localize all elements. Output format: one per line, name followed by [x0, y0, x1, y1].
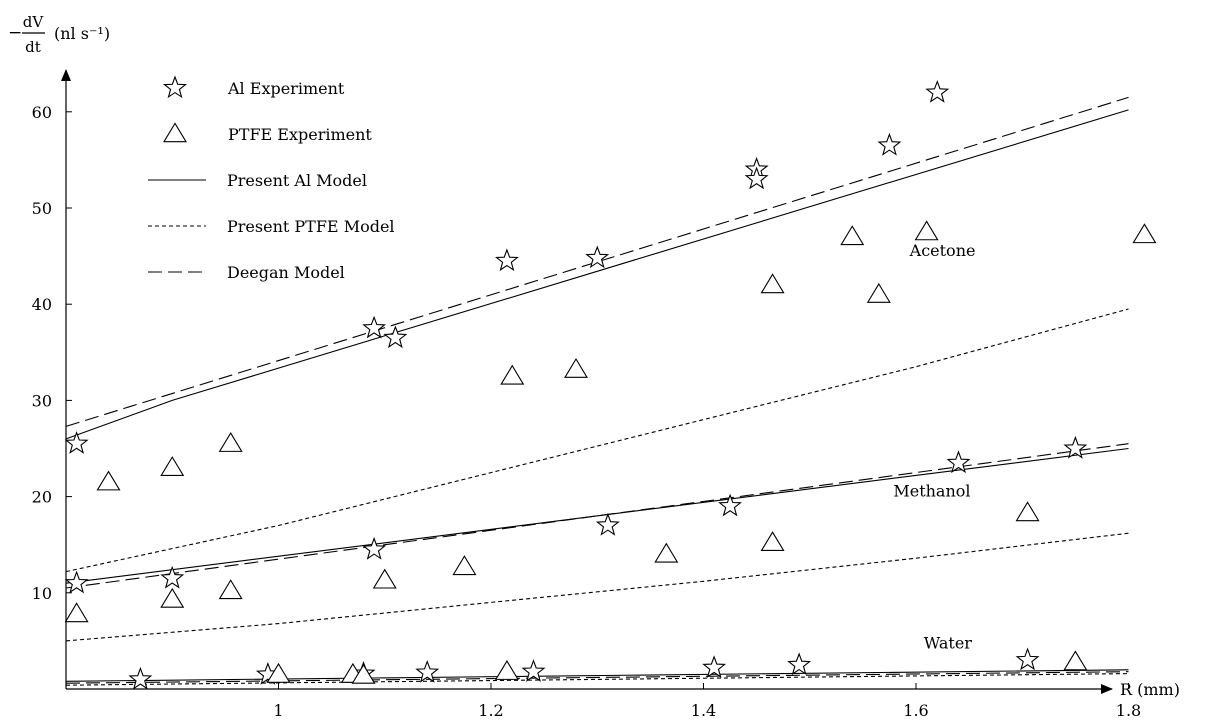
ptfe-experiment-point: [840, 225, 865, 246]
ptfe-experiment-point: [760, 273, 785, 294]
ptfe-experiment-point: [654, 542, 679, 563]
y-axis-label: − dV dt (nl s⁻¹): [8, 13, 110, 56]
y-label-numerator: dV: [23, 13, 45, 31]
ptfe-experiment-point: [914, 220, 939, 241]
x-tick-label: 1.6: [903, 701, 928, 720]
legend-star-symbol: [162, 75, 188, 99]
model-line-solid: [65, 109, 1129, 440]
y-tick-label: 20: [32, 488, 52, 507]
ptfe-experiment-point: [500, 364, 525, 385]
ptfe-experiment-point: [1015, 501, 1040, 522]
legend-label: Present Al Model: [227, 171, 367, 190]
al-experiment-point: [1063, 435, 1088, 459]
y-tick-label: 30: [32, 391, 52, 410]
legend-label: PTFE Experiment: [228, 125, 372, 144]
model-line-solid: [65, 447, 1129, 584]
al-experiment-point: [362, 536, 387, 560]
legend-triangle-symbol: [163, 122, 187, 143]
al-experiment-point: [787, 652, 812, 676]
fluid-annotation: Water: [924, 634, 972, 653]
model-line-dotted: [65, 308, 1129, 573]
ptfe-experiment-point: [372, 568, 397, 589]
al-experiment-point: [595, 512, 620, 536]
al-experiment-point: [160, 565, 185, 589]
ptfe-experiment-point: [64, 602, 89, 623]
al-experiment-point: [877, 132, 902, 156]
al-experiment-point: [64, 570, 89, 594]
al-experiment-point: [946, 450, 971, 474]
al-experiment-point: [702, 655, 727, 678]
ptfe-experiment-point: [218, 579, 243, 600]
model-line-dotted: [65, 532, 1129, 642]
legend-label: Present PTFE Model: [227, 217, 395, 236]
x-tick-label: 1.8: [1116, 701, 1141, 720]
al-experiment-point: [521, 659, 546, 682]
x-tick-label: 1: [273, 701, 283, 720]
y-label-denominator: dt: [25, 38, 41, 56]
al-experiment-point: [415, 660, 440, 683]
model-line-dotted: [65, 673, 1129, 686]
ptfe-experiment-point: [866, 282, 891, 303]
ptfe-experiment-point: [160, 587, 185, 608]
ptfe-experiment-point: [1063, 650, 1088, 671]
legend-label: Deegan Model: [227, 263, 345, 282]
model-line-dashed: [65, 671, 1129, 684]
al-experiment-point: [383, 325, 408, 349]
fluid-annotation: Acetone: [909, 241, 976, 260]
axis-ticks: 1 1.2 1.4 1.6 1.8 10 20 30 40 50 60: [32, 103, 1142, 720]
model-line-solid: [65, 669, 1129, 682]
al-experiment-point: [744, 166, 769, 190]
ptfe-experiment-point: [452, 555, 477, 576]
ptfe-experiment-point: [494, 660, 519, 680]
ptfe-experiment-point: [160, 456, 185, 476]
al-experiment-point: [585, 245, 610, 269]
y-tick-label: 40: [32, 295, 52, 314]
ptfe-experiment-point: [564, 357, 588, 378]
x-tick-label: 1.4: [691, 701, 716, 720]
al-experiment-point: [1015, 647, 1040, 671]
y-tick-label: 60: [32, 103, 52, 122]
model-line-dashed: [65, 96, 1129, 427]
fluid-annotation: Methanol: [893, 482, 970, 501]
x-axis-label: R (mm): [1120, 680, 1180, 699]
y-tick-label: 10: [32, 584, 52, 603]
ptfe-experiment-point: [1132, 223, 1157, 244]
experiment-markers: [64, 80, 1157, 690]
legend: Al Experiment PTFE Experiment Present Al M…: [148, 75, 395, 282]
x-tick-label: 1.2: [478, 701, 503, 720]
ptfe-experiment-point: [218, 432, 243, 452]
legend-label: Al Experiment: [227, 79, 345, 98]
axes: [61, 69, 1113, 694]
model-line-dashed: [65, 443, 1129, 589]
y-label-unit: (nl s⁻¹): [54, 24, 110, 43]
y-label-prefix: −: [8, 23, 22, 43]
ptfe-experiment-point: [266, 662, 291, 683]
al-experiment-point: [128, 666, 153, 690]
y-tick-label: 50: [32, 199, 52, 218]
ptfe-experiment-point: [760, 531, 785, 552]
ptfe-experiment-point: [96, 470, 121, 491]
al-experiment-point: [718, 493, 743, 517]
al-experiment-point: [925, 80, 950, 103]
annotations: Acetone Methanol Water: [893, 241, 975, 652]
al-experiment-point: [64, 431, 89, 454]
al-experiment-point: [362, 315, 387, 339]
ptfe-experiment-point: [351, 663, 376, 684]
al-experiment-point: [494, 248, 519, 272]
model-lines: [65, 96, 1129, 686]
